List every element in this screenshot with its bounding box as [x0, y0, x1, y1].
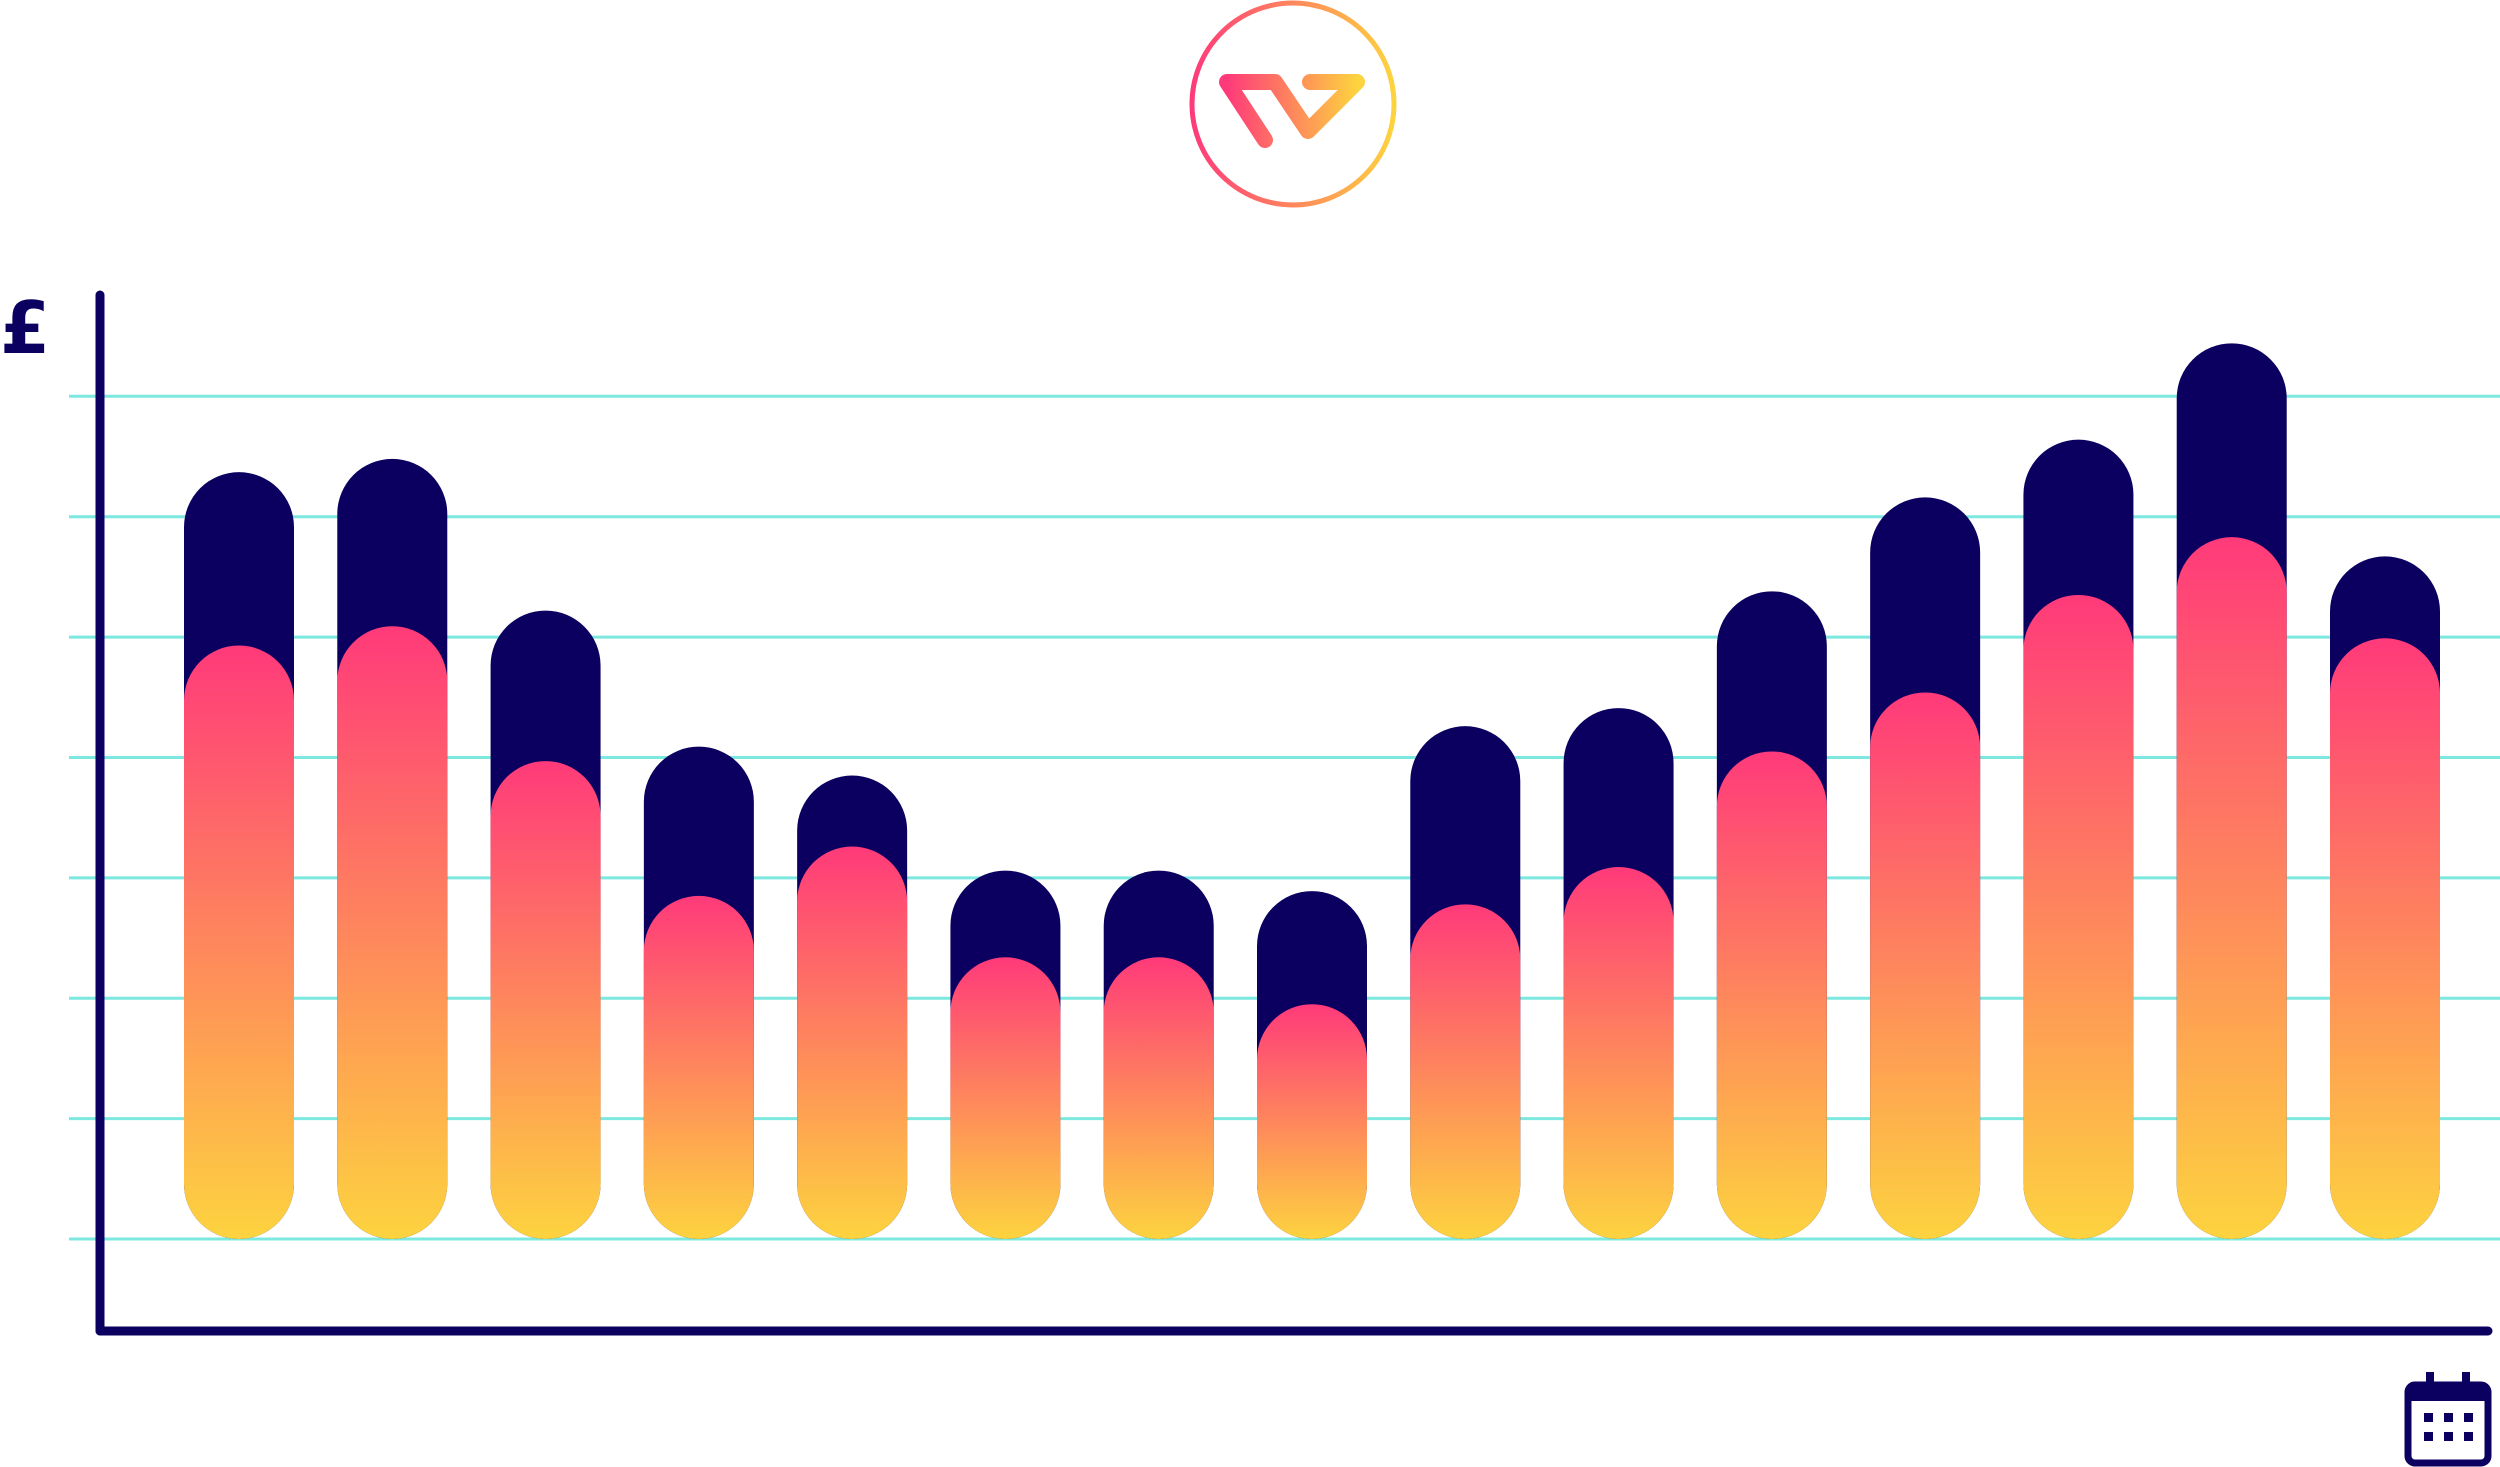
bar	[337, 626, 448, 1239]
bar	[2330, 638, 2440, 1239]
bar	[1257, 1004, 1367, 1239]
logo	[1189, 0, 1397, 208]
y-axis-icon: £	[0, 286, 50, 370]
calendar-icon	[2404, 1372, 2492, 1467]
bar	[2023, 594, 2134, 1239]
bar	[184, 645, 294, 1239]
bar	[1410, 904, 1521, 1239]
bar	[1103, 957, 1214, 1239]
bar	[643, 895, 754, 1239]
bar	[1563, 867, 1674, 1239]
bar	[797, 846, 908, 1239]
bar	[950, 957, 1061, 1239]
bar	[1870, 692, 1981, 1239]
bar	[2176, 537, 2287, 1239]
bar	[490, 761, 601, 1239]
bar	[1716, 751, 1827, 1239]
